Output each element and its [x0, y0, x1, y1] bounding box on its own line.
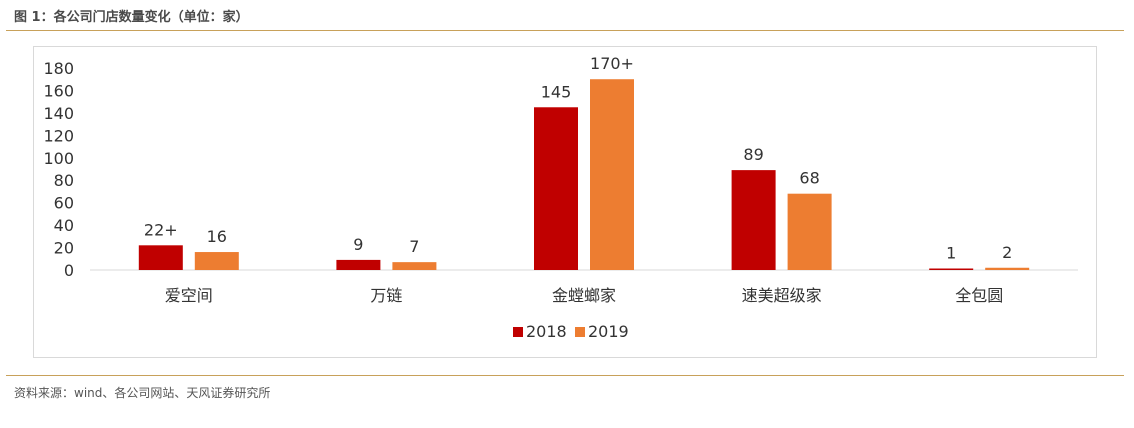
bar-2018-1 [336, 259, 381, 270]
figure-title: 图 1：各公司门店数量变化（单位：家） [14, 10, 249, 25]
category-label: 速美超级家 [742, 286, 822, 305]
data-label-2018-0: 22+ [144, 220, 178, 239]
y-tick-label: 160 [43, 81, 74, 100]
y-tick-label: 140 [43, 104, 74, 123]
legend: 2018 2019 [513, 322, 629, 341]
y-tick-label: 80 [54, 171, 74, 190]
y-tick-label: 0 [64, 261, 74, 280]
legend-swatch-2019 [575, 327, 585, 337]
y-tick-label: 20 [54, 239, 74, 258]
bar-2019-1 [392, 262, 437, 270]
bar-2019-3 [787, 193, 832, 270]
y-tick-label: 120 [43, 126, 74, 145]
bottom-rule [6, 375, 1124, 376]
bar-2019-2 [590, 79, 634, 270]
bar-2018-3 [731, 170, 776, 270]
category-label: 金螳螂家 [552, 286, 616, 305]
y-tick-label: 60 [54, 194, 74, 213]
category-label: 爱空间 [165, 286, 213, 305]
data-label-2019-2: 170+ [590, 54, 634, 73]
bar-2019-0 [194, 252, 239, 270]
data-label-2019-1: 7 [409, 237, 419, 256]
y-axis: 0 20 40 60 80 100 120 140 160 180 [43, 59, 74, 280]
data-label-2019-4: 2 [1002, 243, 1012, 262]
bars-group: 22+ 16 9 7 145 170+ 89 68 1 2 [138, 54, 1030, 271]
data-label-2018-3: 89 [743, 145, 763, 164]
y-tick-label: 40 [54, 216, 74, 235]
legend-label-2018: 2018 [526, 322, 567, 341]
top-rule [6, 30, 1124, 31]
chart-frame [33, 46, 1097, 358]
y-tick-label: 180 [43, 59, 74, 78]
y-tick-label: 100 [43, 149, 74, 168]
bar-2019-4 [985, 267, 1030, 270]
legend-label-2019: 2019 [588, 322, 629, 341]
data-label-2018-1: 9 [353, 235, 363, 254]
bar-2018-2 [534, 107, 578, 271]
data-label-2019-0: 16 [207, 227, 227, 246]
legend-swatch-2018 [513, 327, 523, 337]
data-label-2018-2: 145 [541, 82, 572, 101]
x-axis-labels: 爱空间 万链 金螳螂家 速美超级家 全包圆 [165, 286, 1003, 305]
data-label-2018-4: 1 [946, 244, 956, 263]
category-label: 全包圆 [955, 286, 1003, 305]
bar-2018-4 [929, 268, 974, 270]
source-note: 资料来源：wind、各公司网站、天风证券研究所 [14, 386, 271, 400]
data-label-2019-3: 68 [799, 169, 819, 188]
bar-2018-0 [138, 245, 183, 270]
category-label: 万链 [370, 286, 402, 305]
